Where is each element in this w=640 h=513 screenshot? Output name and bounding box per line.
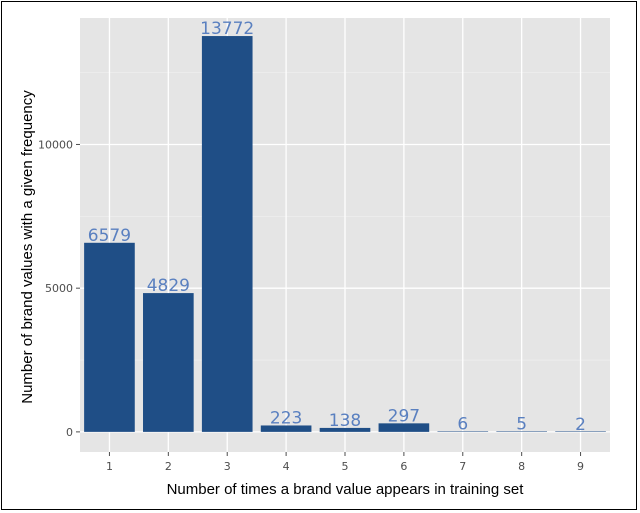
x-axis-title: Number of times a brand value appears in… [167,481,525,498]
y-tick-label: 5000 [45,282,73,295]
data-label-5: 138 [329,411,361,431]
data-label-4: 223 [270,408,302,428]
x-tick-label: 3 [224,460,231,473]
data-label-7: 6 [457,415,468,435]
x-tick-label: 8 [518,460,525,473]
bar-3 [201,36,253,432]
x-tick-label: 7 [459,460,466,473]
x-tick-label: 1 [106,460,113,473]
data-labels: 6579 4829 13772 223 138 297 6 5 2 [88,19,586,435]
x-axis-ticks: 1 2 3 4 5 6 7 8 9 [106,452,584,473]
data-label-3: 13772 [200,19,254,39]
bar-2 [143,293,194,432]
bar-9 [555,431,606,432]
y-axis-title: Number of brand values with a given freq… [19,90,36,404]
bar-5 [319,427,371,432]
y-tick-label: 10000 [38,138,73,151]
bar-6 [378,423,430,432]
x-tick-label: 9 [577,460,584,473]
bar-7 [437,431,489,432]
x-tick-label: 2 [165,460,172,473]
data-label-6: 297 [388,406,420,426]
data-label-8: 5 [516,415,527,435]
y-tick-label: 0 [66,426,73,439]
x-tick-label: 6 [400,460,407,473]
x-tick-label: 4 [283,460,290,473]
bars [84,36,606,432]
bar-1 [84,242,135,432]
bar-4 [260,425,312,432]
data-label-9: 2 [575,415,586,435]
data-label-1: 6579 [88,226,131,246]
y-axis-ticks: 0 5000 10000 [38,138,80,439]
x-tick-label: 5 [342,460,349,473]
data-label-2: 4829 [147,276,190,296]
bar-8 [496,431,547,432]
